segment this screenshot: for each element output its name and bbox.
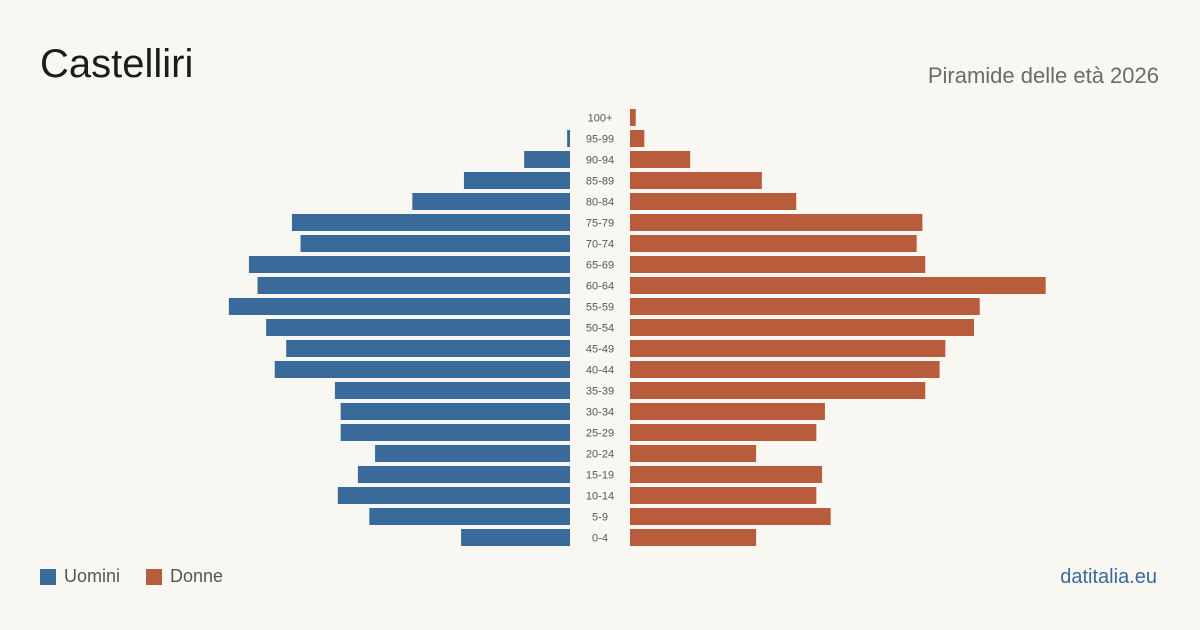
bar-women-90-94: [630, 151, 691, 168]
bar-women-100+: [630, 109, 636, 126]
bar-men-60-64: [257, 277, 570, 294]
age-label-55-59: 55-59: [586, 302, 614, 314]
bar-men-85-89: [463, 172, 570, 189]
bar-women-65-69: [630, 256, 926, 273]
bar-women-15-19: [630, 466, 823, 483]
bar-women-70-74: [630, 235, 917, 252]
bar-men-90-94: [524, 151, 570, 168]
source-link[interactable]: datitalia.eu: [1060, 566, 1157, 588]
page-title: Castelliri: [40, 42, 194, 86]
age-label-100+: 100+: [588, 113, 613, 125]
age-label-40-44: 40-44: [586, 365, 614, 377]
legend-label-men: Uomini: [64, 566, 121, 586]
age-label-5-9: 5-9: [592, 512, 608, 524]
bar-women-5-9: [630, 508, 831, 525]
bar-women-40-44: [630, 361, 940, 378]
bar-men-50-54: [266, 319, 570, 336]
age-label-25-29: 25-29: [586, 428, 614, 440]
bar-women-30-34: [630, 403, 825, 420]
bar-women-20-24: [630, 445, 757, 462]
bar-men-25-29: [340, 424, 570, 441]
bar-men-80-84: [412, 193, 570, 210]
bar-women-25-29: [630, 424, 817, 441]
age-label-30-34: 30-34: [586, 407, 614, 419]
bar-women-10-14: [630, 487, 817, 504]
age-label-0-4: 0-4: [592, 533, 608, 545]
bar-women-50-54: [630, 319, 974, 336]
legend-item-women: Donne: [146, 566, 223, 587]
bar-women-75-79: [630, 214, 923, 231]
age-label-65-69: 65-69: [586, 260, 614, 272]
bar-women-45-49: [630, 340, 946, 357]
age-labels-group: 100+ 95-99 90-94 85-89 80-84 75-79 70-74 65-69 6…: [586, 113, 614, 545]
legend-swatch-women: [146, 568, 163, 585]
chart-legend: Uomini Donne: [40, 566, 249, 587]
bar-women-80-84: [630, 193, 797, 210]
age-label-60-64: 60-64: [586, 281, 614, 293]
bar-women-60-64: [630, 277, 1046, 294]
age-label-45-49: 45-49: [586, 344, 614, 356]
bar-men-70-74: [300, 235, 570, 252]
bar-women-85-89: [630, 172, 762, 189]
bar-men-95-99: [567, 130, 570, 147]
bar-men-5-9: [369, 508, 570, 525]
age-label-70-74: 70-74: [586, 239, 614, 251]
bar-men-65-69: [248, 256, 570, 273]
bar-men-15-19: [357, 466, 570, 483]
bar-women-95-99: [630, 130, 645, 147]
bar-women-0-4: [630, 529, 757, 546]
bar-men-20-24: [375, 445, 570, 462]
age-label-10-14: 10-14: [586, 491, 614, 503]
age-label-90-94: 90-94: [586, 155, 614, 167]
bar-men-0-4: [461, 529, 570, 546]
bar-women-55-59: [630, 298, 980, 315]
chart-subtitle: Piramide delle età 2026: [927, 63, 1159, 88]
men-bars-group: [228, 130, 570, 546]
legend-swatch-men: [40, 568, 56, 585]
bar-men-40-44: [274, 361, 570, 378]
bar-men-30-34: [340, 403, 570, 420]
age-label-20-24: 20-24: [586, 449, 614, 461]
bar-men-45-49: [286, 340, 570, 357]
age-label-15-19: 15-19: [586, 470, 614, 482]
age-label-95-99: 95-99: [586, 134, 614, 146]
bar-men-55-59: [228, 298, 570, 315]
bar-men-10-14: [337, 487, 570, 504]
women-bars-group: [630, 109, 1046, 546]
age-label-50-54: 50-54: [586, 323, 614, 335]
bar-women-35-39: [630, 382, 926, 399]
age-label-35-39: 35-39: [586, 386, 614, 398]
bar-men-35-39: [334, 382, 570, 399]
bar-men-75-79: [291, 214, 570, 231]
legend-item-men: Uomini: [40, 566, 120, 587]
age-label-80-84: 80-84: [586, 197, 614, 209]
age-label-75-79: 75-79: [586, 218, 614, 230]
age-label-85-89: 85-89: [586, 176, 614, 188]
legend-label-women: Donne: [170, 566, 224, 586]
